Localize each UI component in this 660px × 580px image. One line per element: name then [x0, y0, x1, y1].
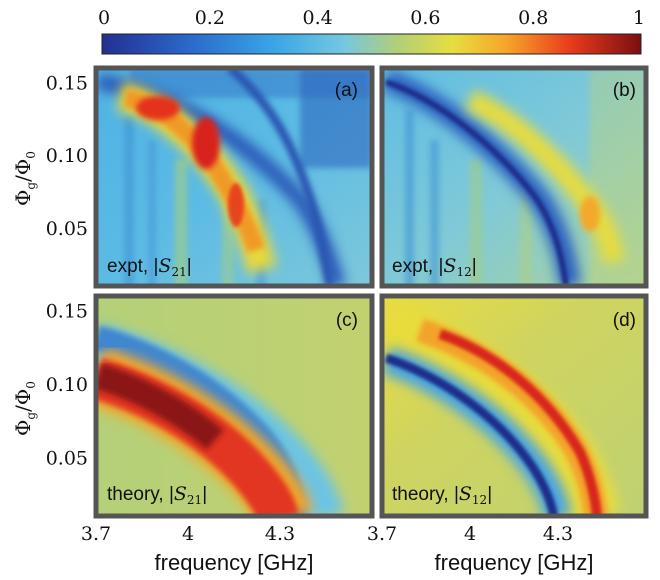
x-tick-label: 4.3 [265, 523, 295, 545]
colorbar-ticks: 0 0.2 0.4 0.6 0.8 1 [98, 7, 645, 29]
x-tick-labels: 3.7 4 4.3 3.7 4 4.3 [81, 523, 573, 545]
panel-letter-c: (c) [336, 310, 358, 331]
panel-letter-a: (a) [335, 80, 358, 101]
colorbar-tick-label: 0 [98, 7, 110, 29]
heatmap-a [96, 68, 372, 286]
y-tick-label: 0.05 [46, 447, 88, 469]
y-tick-label: 0.10 [46, 145, 88, 167]
colorbar-tick-label: 1 [633, 7, 645, 29]
heatmap-c [96, 296, 372, 516]
panel-label-a: expt, |S21| [107, 255, 192, 279]
y-tick-label: 0.05 [46, 218, 88, 240]
y-axis-label-top: Φg/Φ0 [11, 151, 38, 206]
panel-label-c: theory, |S21| [107, 483, 207, 507]
panel-letter-b: (b) [613, 80, 636, 101]
y-tick-label: 0.15 [46, 301, 88, 323]
panel-letter-d: (d) [613, 310, 636, 331]
colorbar: 0 0.2 0.4 0.6 0.8 1 [98, 7, 645, 55]
heatmap-b [382, 68, 646, 286]
colorbar-tick-label: 0.4 [302, 7, 332, 29]
x-tick-label: 4.3 [543, 523, 573, 545]
panel-b [379, 65, 649, 289]
x-tick-label: 4 [464, 523, 476, 545]
x-axis-label-right: frequency [GHz] [435, 550, 594, 575]
x-tick-label: 4 [182, 523, 194, 545]
colorbar-tick-label: 0.8 [518, 7, 548, 29]
panel-a [93, 65, 375, 289]
colorbar-tick-label: 0.6 [410, 7, 440, 29]
heatmap-d [382, 296, 646, 516]
panel-c [93, 293, 375, 519]
x-tick-label: 3.7 [81, 523, 111, 545]
y-tick-label: 0.10 [46, 374, 88, 396]
y-tick-label: 0.15 [46, 73, 88, 95]
colorbar-tick-label: 0.2 [195, 7, 225, 29]
colorbar-gradient [101, 33, 642, 55]
x-tick-label: 3.7 [367, 523, 397, 545]
panel-label-b: expt, |S12| [392, 255, 477, 279]
panel-label-d: theory, |S12| [392, 483, 492, 507]
y-axis-label-bottom: Φg/Φ0 [11, 381, 38, 436]
x-axis-label-left: frequency [GHz] [155, 550, 314, 575]
y-tick-labels: 0.15 0.10 0.05 0.15 0.10 0.05 [46, 73, 88, 470]
panel-d [379, 293, 649, 519]
